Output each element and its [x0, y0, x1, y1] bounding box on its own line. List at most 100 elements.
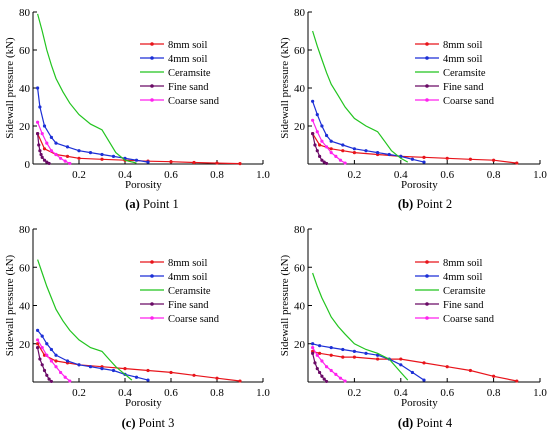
- data-point: [238, 379, 242, 383]
- data-point: [422, 155, 426, 159]
- data-point: [100, 152, 104, 157]
- y-axis-label: Sidewall pressure (kN): [4, 254, 16, 356]
- series-fine-sand: [311, 351, 329, 384]
- data-point: [352, 349, 356, 353]
- data-point: [399, 363, 403, 367]
- series-coarse-sand: [311, 118, 347, 165]
- data-point: [341, 149, 345, 153]
- data-point: [468, 157, 472, 161]
- legend-marker: [150, 42, 154, 46]
- data-point: [329, 151, 333, 155]
- x-tick-label: 0.6: [440, 169, 454, 181]
- series-line: [37, 13, 137, 164]
- x-tick-label: 0.4: [118, 387, 132, 399]
- data-point: [42, 124, 47, 128]
- chart-panel-3: 20 40 60 80 0.2 0.4 0.6 0.8 1.0 Porosity Sidewall …: [4, 224, 270, 430]
- data-point: [65, 154, 70, 158]
- data-point: [54, 359, 58, 363]
- legend-label: Fine sand: [443, 82, 484, 93]
- x-tick-label: 0.2: [72, 387, 86, 399]
- legend-label: Ceramsite: [168, 68, 211, 79]
- series-line: [37, 330, 149, 381]
- data-point: [100, 157, 104, 161]
- legend-label: 8mm soil: [168, 258, 207, 269]
- legend: 8mm soil 4mm soil Ceramsite Fine sand Coarse…: [140, 40, 220, 107]
- x-tick-label: 0.8: [210, 169, 224, 181]
- legend-label: Ceramsite: [443, 68, 486, 79]
- data-point: [54, 365, 58, 369]
- data-point: [47, 377, 51, 381]
- x-tick-label: 0.2: [348, 169, 362, 181]
- data-point: [47, 161, 51, 166]
- y-tick-label: 40: [19, 83, 31, 95]
- data-point: [318, 154, 322, 158]
- data-point: [468, 368, 472, 373]
- legend: 8mm soil 4mm soil Ceramsite Fine sand Coarse…: [140, 258, 220, 325]
- caption-text: Point 2: [413, 197, 452, 211]
- data-point: [329, 345, 333, 350]
- panel-caption: (b) Point 2: [398, 197, 452, 211]
- series-line: [312, 272, 409, 381]
- legend-label: 8mm soil: [443, 40, 482, 51]
- data-point: [54, 152, 58, 157]
- legend-label: 4mm soil: [443, 54, 482, 65]
- data-point: [315, 113, 319, 117]
- data-point: [318, 143, 322, 147]
- data-point: [169, 370, 173, 375]
- data-point: [422, 160, 426, 164]
- data-point: [352, 355, 356, 359]
- data-point: [40, 345, 44, 350]
- data-point: [376, 353, 380, 357]
- data-point: [315, 353, 319, 357]
- data-point: [311, 132, 315, 136]
- data-point: [192, 160, 196, 165]
- data-point: [59, 156, 63, 160]
- y-tick-label: 80: [294, 224, 306, 236]
- data-point: [329, 139, 333, 143]
- y-tick-label: 40: [19, 301, 31, 313]
- data-point: [40, 334, 44, 338]
- data-point: [42, 368, 47, 373]
- x-tick-label: 0.6: [164, 387, 178, 399]
- data-point: [49, 379, 54, 384]
- series-line: [37, 133, 241, 165]
- legend-label: Ceramsite: [443, 286, 486, 297]
- data-point: [45, 342, 49, 346]
- data-point: [36, 86, 40, 90]
- data-point: [68, 379, 72, 383]
- series-ceramsite: [312, 30, 409, 163]
- x-axis-label: Porosity: [125, 397, 162, 409]
- data-point: [45, 141, 49, 145]
- legend-label: Coarse sand: [443, 314, 495, 325]
- caption-letter: (d): [398, 416, 413, 430]
- data-point: [376, 151, 380, 155]
- data-point: [334, 154, 338, 158]
- legend-label: 8mm soil: [168, 40, 207, 51]
- legend-marker: [425, 316, 429, 320]
- x-tick-label: 0.8: [487, 169, 501, 181]
- series-8mm-soil: [311, 349, 519, 383]
- series-line: [312, 343, 425, 381]
- data-point: [49, 347, 54, 352]
- data-point: [146, 378, 150, 382]
- legend-marker: [425, 274, 429, 278]
- y-axis-label: Sidewall pressure (kN): [279, 254, 291, 356]
- y-axis-label: Sidewall pressure (kN): [279, 37, 291, 139]
- x-axis-label: Porosity: [401, 397, 438, 409]
- data-point: [315, 367, 319, 371]
- x-tick-label: 0.8: [210, 387, 224, 399]
- x-axis-label: Porosity: [125, 179, 162, 191]
- series-fine-sand: [36, 345, 54, 384]
- data-point: [343, 379, 347, 383]
- data-point: [492, 374, 496, 378]
- data-point: [169, 160, 173, 164]
- series-coarse-sand: [36, 338, 72, 383]
- data-point: [329, 147, 333, 151]
- y-tick-label: 60: [294, 262, 306, 274]
- data-point: [445, 365, 449, 369]
- y-tick-label: 80: [19, 7, 31, 19]
- data-point: [40, 363, 44, 367]
- x-tick-label: 0.2: [348, 387, 362, 399]
- legend: 8mm soil 4mm soil Ceramsite Fine sand Coarse…: [415, 258, 495, 325]
